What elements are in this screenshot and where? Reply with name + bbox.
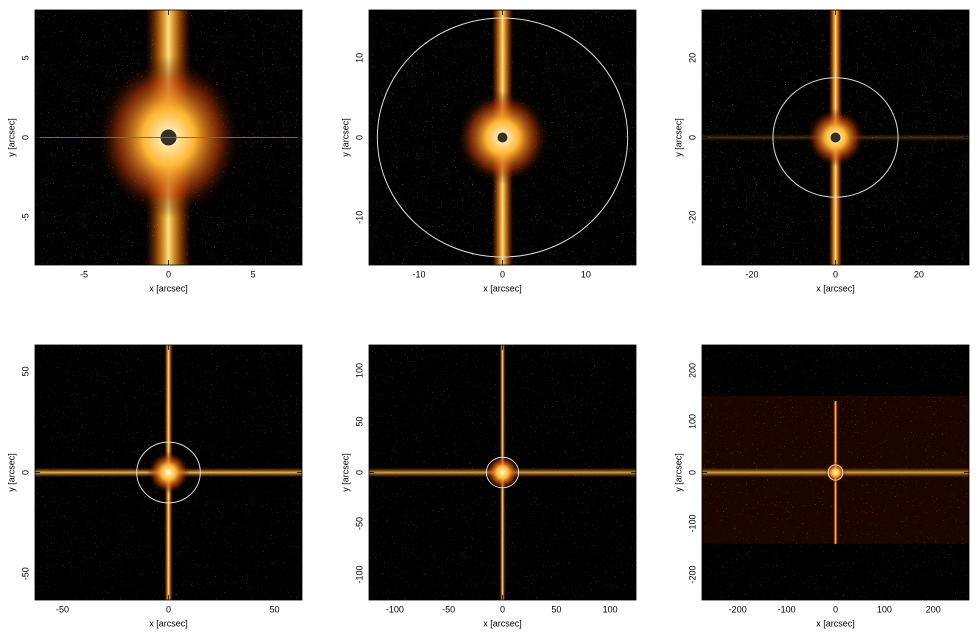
y-tick-label: -200 (687, 565, 697, 583)
x-tick-label: 0 (166, 604, 171, 614)
panel: -10 0 10 -10 0 10 x [arcsec] y [arcsec] (340, 9, 637, 293)
y-axis-label: y [arcsec] (6, 118, 16, 157)
x-tick-label: 5 (250, 269, 255, 279)
x-axis-label: x [arcsec] (149, 618, 188, 628)
core (830, 132, 841, 143)
x-tick-label: 50 (269, 604, 279, 614)
y-tick-label: 0 (20, 135, 30, 140)
x-tick-label: 0 (166, 269, 171, 279)
y-tick-label: -20 (687, 211, 697, 224)
y-tick-label: 100 (687, 414, 697, 429)
x-tick-label: 200 (926, 604, 941, 614)
aperture-circle (376, 17, 629, 258)
y-tick-label: 0 (20, 470, 30, 475)
y-tick-label: 0 (354, 135, 364, 140)
x-axis-label: x [arcsec] (483, 283, 522, 293)
y-tick-label: -100 (687, 514, 697, 532)
x-tick-label: -100 (778, 604, 796, 614)
panel: -200 -100 0 100 200 -200 -100 0 100 200 x [arcsec]… (673, 344, 970, 628)
image (702, 345, 969, 600)
y-tick-label: 0 (354, 470, 364, 475)
x-tick-label: 100 (877, 604, 892, 614)
x-tick-label: 0 (833, 269, 838, 279)
image (702, 10, 969, 265)
x-tick-label: -5 (80, 269, 88, 279)
image (35, 10, 302, 265)
aperture-circle (485, 456, 520, 489)
y-tick-label: -5 (20, 213, 30, 221)
y-tick-label: 20 (687, 53, 697, 63)
y-tick-label: 10 (354, 53, 364, 63)
y-tick-label: 5 (20, 55, 30, 60)
aperture-circle (136, 441, 201, 504)
y-axis-label: y [arcsec] (340, 118, 350, 157)
y-tick-label: 0 (687, 135, 697, 140)
x-axis-label: x [arcsec] (483, 618, 522, 628)
x-tick-label: 50 (551, 604, 561, 614)
y-tick-label: -10 (354, 211, 364, 224)
x-tick-label: -20 (746, 269, 759, 279)
aperture-circle (772, 77, 899, 198)
panel: -5 0 5 -5 0 5 x [arcsec] y [arcsec] (6, 9, 303, 293)
aperture-circle (827, 464, 844, 481)
y-axis-label: y [arcsec] (340, 453, 350, 492)
panel: -50 0 50 -50 0 50 x [arcsec] y [arcsec] (6, 344, 303, 628)
x-tick-label: 10 (581, 269, 591, 279)
image (369, 345, 636, 600)
y-tick-label: -50 (354, 517, 364, 530)
x-tick-label: 20 (914, 269, 924, 279)
y-tick-label: 200 (687, 363, 697, 378)
x-tick-label: 100 (603, 604, 618, 614)
glow (147, 451, 190, 494)
y-tick-label: -50 (20, 567, 30, 580)
y-tick-label: 50 (20, 366, 30, 376)
x-axis-label: x [arcsec] (816, 618, 855, 628)
y-tick-label: 0 (687, 470, 697, 475)
core (497, 132, 508, 143)
y-axis-label: y [arcsec] (673, 453, 683, 492)
y-axis-label: y [arcsec] (6, 453, 16, 492)
x-tick-label: -10 (413, 269, 426, 279)
x-tick-label: 0 (833, 604, 838, 614)
image (369, 10, 636, 265)
x-axis-label: x [arcsec] (149, 283, 188, 293)
y-axis-label: y [arcsec] (673, 118, 683, 157)
y-tick-label: -100 (354, 565, 364, 583)
panel: -100 -50 0 50 100 -100 -50 0 50 100 x [arcsec] y [a… (340, 344, 637, 628)
y-tick-label: 50 (354, 416, 364, 426)
glow (485, 455, 520, 490)
x-tick-label: 0 (500, 269, 505, 279)
x-tick-label: -50 (56, 604, 69, 614)
x-tick-label: 0 (500, 604, 505, 614)
panel: -20 0 20 -20 0 20 x [arcsec] y [arcsec] (673, 9, 970, 293)
x-tick-label: -50 (442, 604, 455, 614)
y-tick-label: 100 (354, 363, 364, 378)
x-axis-label: x [arcsec] (816, 283, 855, 293)
x-tick-label: -100 (386, 604, 404, 614)
x-tick-label: -200 (729, 604, 747, 614)
image (35, 345, 302, 600)
